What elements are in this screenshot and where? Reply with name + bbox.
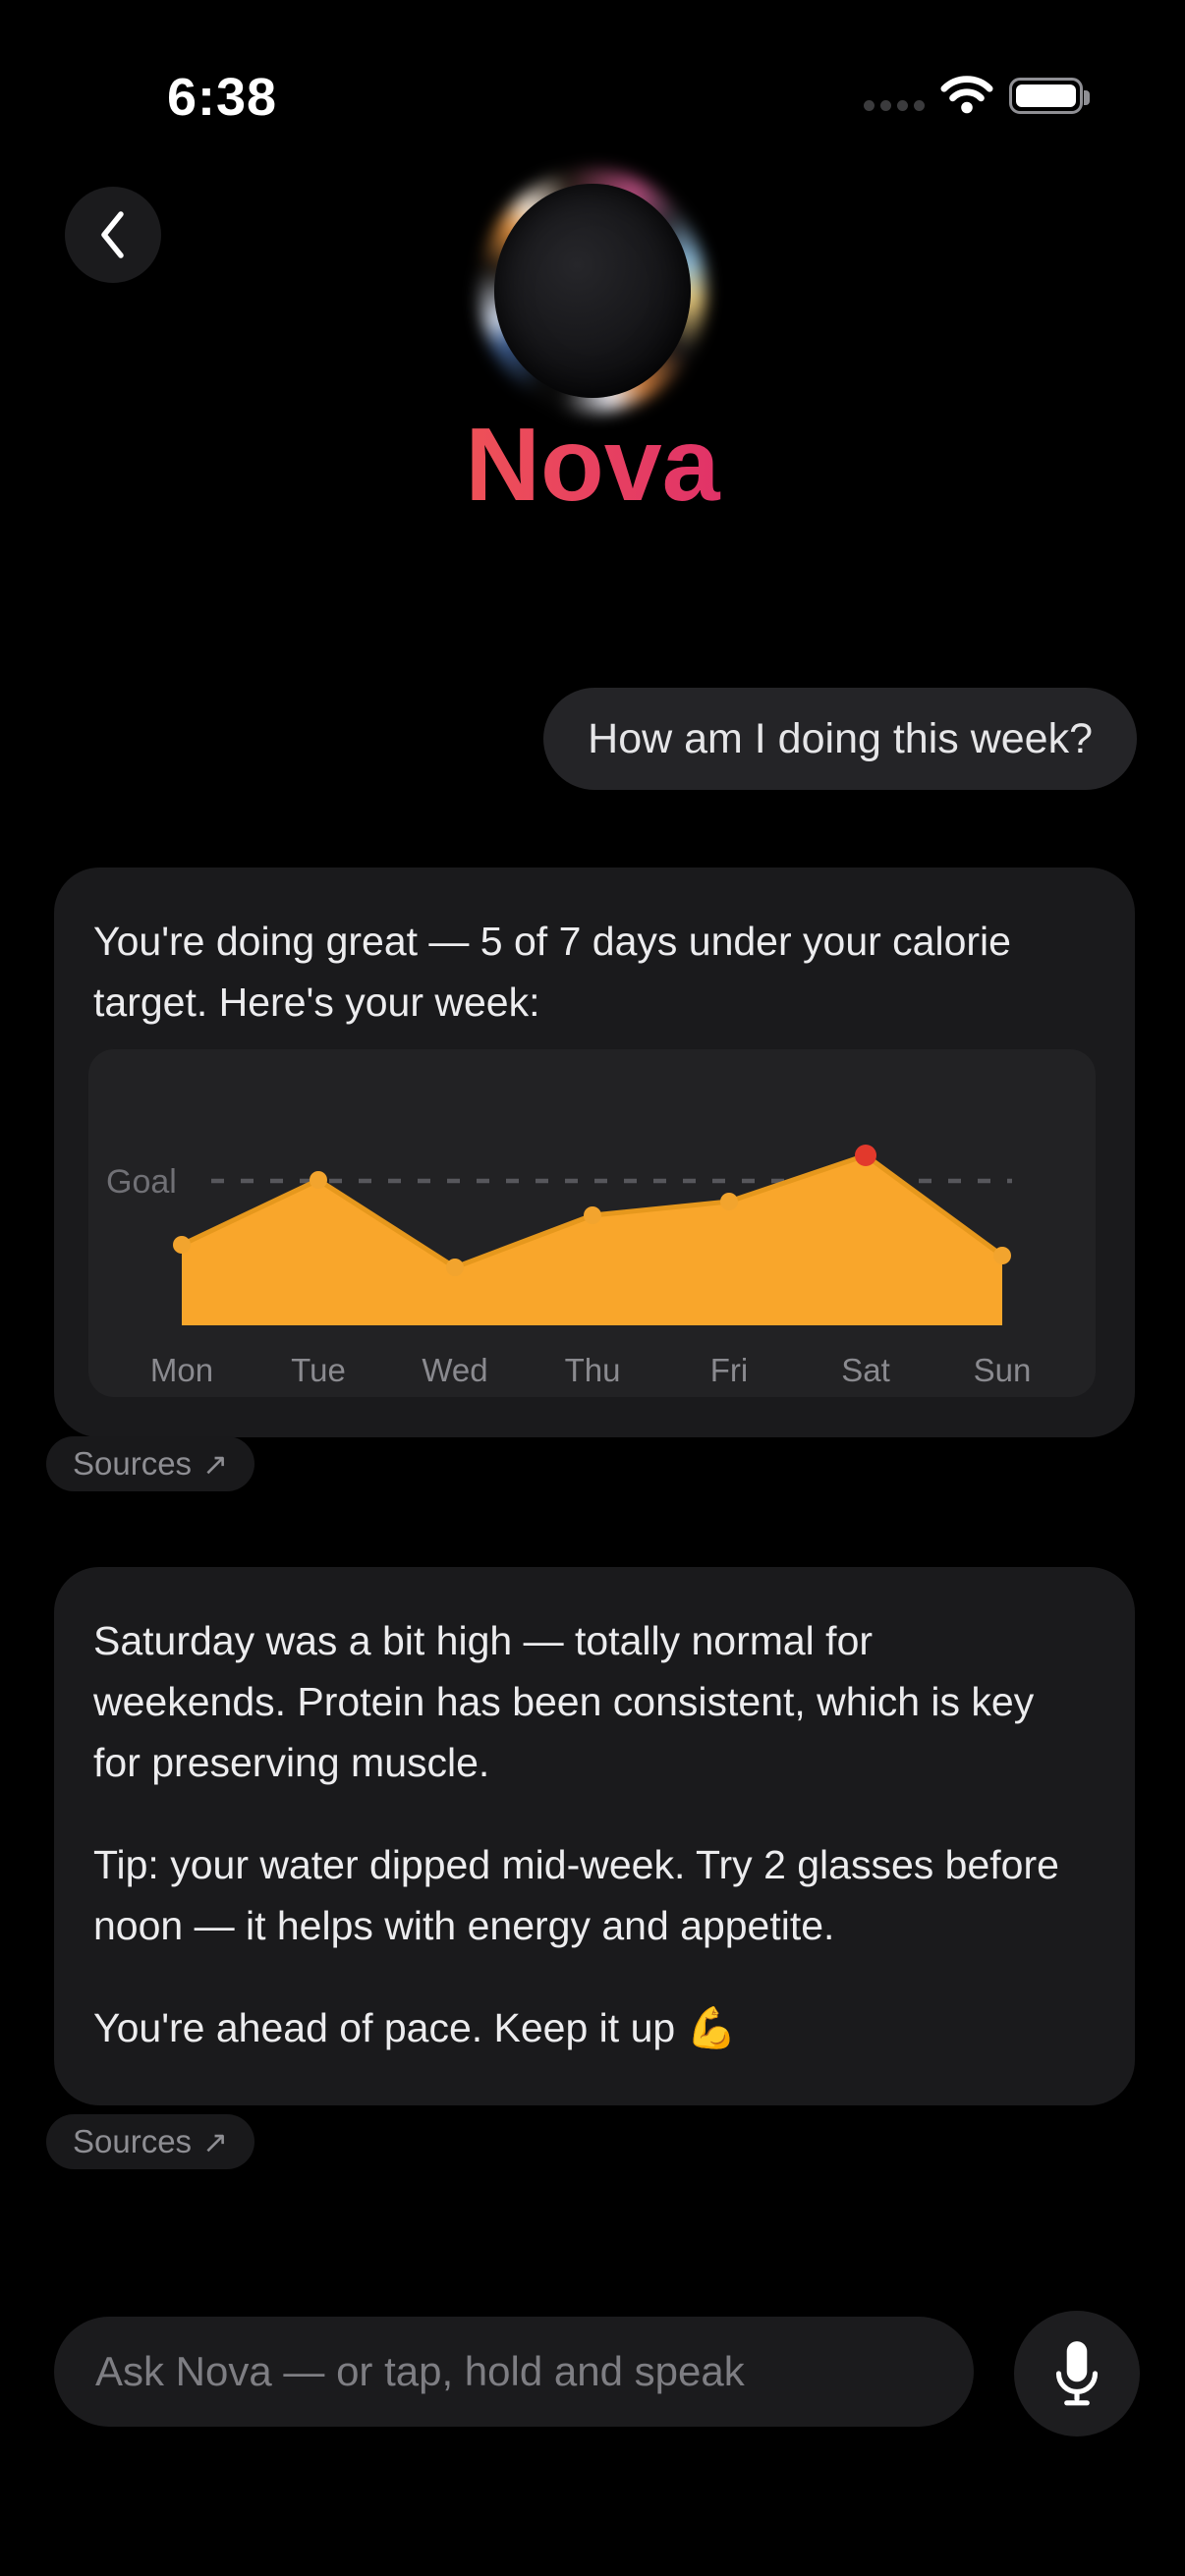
status-time: 6:38	[167, 68, 278, 127]
microphone-icon	[1055, 2341, 1099, 2406]
svg-text:Fri: Fri	[710, 1352, 748, 1388]
assistant-intro-text: You're doing great — 5 of 7 days under y…	[93, 919, 1011, 1025]
sources-label: Sources	[73, 2123, 193, 2159]
svg-text:Tue: Tue	[291, 1352, 346, 1388]
mic-button[interactable]	[1014, 2311, 1140, 2436]
paragraph: Tip: your water dipped mid-week. Try 2 g…	[93, 1842, 1059, 1948]
status-icons	[864, 76, 1090, 114]
message-input[interactable]	[54, 2317, 974, 2427]
external-link-icon: ↗	[202, 1446, 229, 1482]
assistant-followup-text: Saturday was a bit high — totally normal…	[54, 1567, 1135, 2058]
sources-label: Sources	[73, 1445, 193, 1482]
cellular-signal-icon	[864, 100, 925, 111]
chevron-left-icon	[101, 211, 124, 258]
svg-text:Wed: Wed	[422, 1352, 487, 1388]
wifi-icon	[940, 76, 993, 114]
sources-button[interactable]: Sources ↗	[46, 2114, 255, 2169]
page-title: Nova	[0, 413, 1185, 517]
svg-text:Goal: Goal	[106, 1163, 177, 1201]
assistant-message-card: Saturday was a bit high — totally normal…	[54, 1567, 1135, 2105]
battery-icon	[1009, 78, 1090, 114]
nova-avatar	[480, 169, 705, 413]
svg-text:Sun: Sun	[974, 1352, 1032, 1388]
paragraph: Saturday was a bit high — totally normal…	[93, 1618, 1035, 1785]
assistant-message-card: You're doing great — 5 of 7 days under y…	[54, 868, 1135, 1437]
svg-text:Thu: Thu	[565, 1352, 621, 1388]
avatar-core	[494, 184, 691, 398]
svg-text:Sat: Sat	[841, 1352, 890, 1388]
svg-text:Mon: Mon	[150, 1352, 213, 1388]
weekly-chart-panel: Goal Mon Tue Wed Thu Fri Sat Sun	[88, 1049, 1096, 1397]
back-button[interactable]	[65, 187, 161, 283]
paragraph: You're ahead of pace. Keep it up 💪	[93, 2005, 737, 2050]
user-message-bubble: How am I doing this week?	[543, 688, 1137, 790]
weekly-calories-chart: Goal Mon Tue Wed Thu Fri Sat Sun	[106, 1145, 1032, 1388]
sources-button[interactable]: Sources ↗	[46, 1436, 255, 1491]
external-link-icon: ↗	[202, 2124, 229, 2159]
